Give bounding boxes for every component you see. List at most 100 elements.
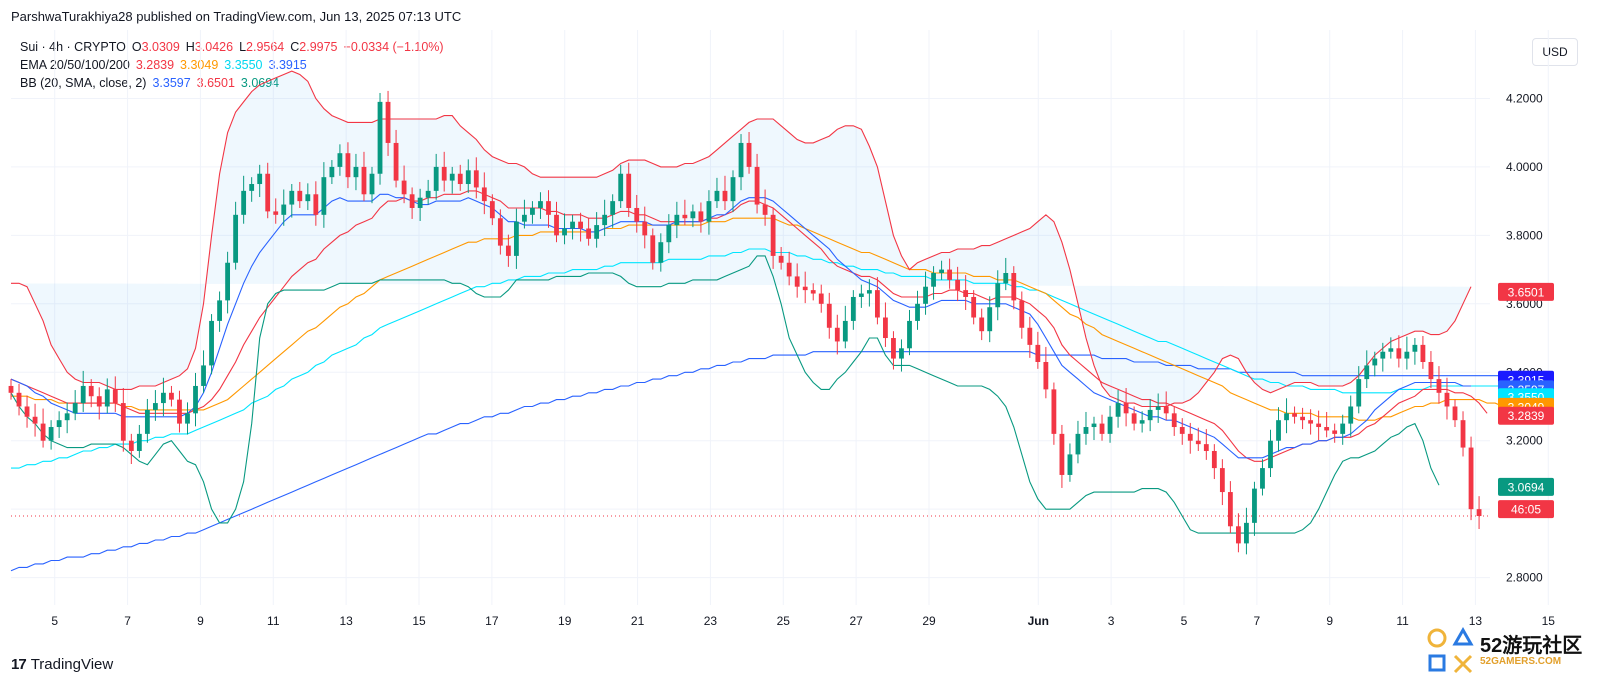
candle-body [738, 142, 744, 178]
candle-body [337, 153, 343, 167]
legend-high: 3.0426 [194, 40, 234, 54]
candle-body [1163, 406, 1169, 414]
candle-body [273, 211, 279, 215]
candle-body [1019, 300, 1025, 328]
candle-body [810, 290, 816, 294]
candle-body [1356, 379, 1362, 407]
legend-low: 2.9564 [246, 40, 285, 54]
badge-current: 46:05 [1511, 503, 1541, 517]
x-tick-label: 25 [777, 614, 791, 628]
tradingview-logo[interactable]: 17 TradingView [11, 656, 113, 673]
candle-body [96, 396, 102, 407]
candle-body [1107, 416, 1113, 434]
x-tick-label: 5 [1181, 614, 1188, 628]
x-tick-label: Jun [1028, 614, 1049, 628]
candle-body [674, 214, 680, 226]
legend-l-label: L [239, 40, 247, 54]
x-tick-label: 11 [267, 614, 280, 628]
candle-body [1452, 406, 1458, 421]
candle-body [1412, 344, 1418, 352]
y-tick-label: 4.0000 [1506, 160, 1543, 174]
candle-body [1404, 351, 1410, 359]
candle-body [225, 262, 231, 301]
legend-bb-lower: 3.0694 [240, 76, 280, 90]
candle-body [497, 218, 503, 246]
candle-body [891, 338, 896, 359]
candle-body [1083, 427, 1089, 434]
candle-body [1227, 492, 1233, 527]
candle-body [1420, 344, 1426, 362]
candle-body [939, 269, 944, 274]
candle-body [1035, 344, 1041, 362]
ema200-line [10, 351, 1504, 572]
candle-body [923, 286, 928, 304]
y-tick-label: 2.8000 [1506, 571, 1543, 585]
candle-body [401, 180, 407, 195]
candle-body [642, 221, 648, 236]
candle-body [1292, 413, 1297, 417]
candle-body [610, 201, 616, 215]
candle-body [369, 173, 375, 195]
bollinger-fill [11, 71, 1471, 407]
legend-ema200: 3.3915 [268, 58, 307, 72]
candle-body [1211, 450, 1217, 469]
candle-body [1115, 403, 1121, 417]
badge-bb-upper-bg [1498, 282, 1554, 301]
candle-body [995, 283, 1001, 308]
legend-bb-label[interactable]: BB (20, SMA, close, 2) [20, 76, 147, 90]
x-tick-label: 23 [704, 614, 718, 628]
bb-upper-line [11, 70, 1472, 408]
indicator-lines [10, 70, 1504, 572]
badge-ema20-bg [1498, 406, 1554, 425]
watermark-subtext: 52GAMERS.COM [1480, 655, 1562, 667]
candle-body [698, 211, 704, 222]
candle-body [409, 194, 415, 208]
candle-body [634, 207, 640, 222]
candle-body [826, 303, 832, 328]
candle-body [1348, 406, 1354, 424]
candle-body [1123, 403, 1129, 414]
candle-body [530, 207, 535, 215]
candle-body [305, 194, 311, 202]
candle-body [329, 166, 335, 178]
y-tick-label: 4.2000 [1506, 91, 1543, 105]
candle-body [1131, 413, 1137, 424]
candle-body [281, 204, 287, 215]
legend-ema-label[interactable]: EMA 20/50/100/200 [20, 58, 130, 72]
candle-body [947, 269, 953, 280]
candle-body [241, 190, 247, 215]
candle-body [465, 170, 471, 185]
candle-body [1260, 468, 1265, 489]
candle-body [433, 166, 439, 191]
x-tick-label: 13 [339, 614, 353, 628]
candle-body [818, 293, 824, 304]
candle-body [714, 190, 720, 202]
candle-body [778, 255, 784, 263]
candle-body [682, 214, 688, 219]
candle-body [1444, 392, 1450, 407]
gamepad-buttons-icon [1427, 626, 1474, 674]
candle-body [80, 385, 86, 404]
candle-body [265, 173, 271, 212]
badge-current-bg [1498, 500, 1554, 519]
legend-symbol[interactable]: Sui · 4h · CRYPTO [20, 40, 126, 54]
candle-body [1308, 420, 1314, 424]
legend-ema100: 3.3550 [224, 58, 263, 72]
y-tick-label: 3.8000 [1506, 228, 1543, 242]
candle-body [417, 197, 423, 208]
candle-body [1428, 361, 1434, 380]
candle-body [32, 416, 38, 424]
candle-body [626, 173, 632, 208]
candle-body [353, 166, 359, 178]
candle-body [385, 101, 391, 143]
tradingview-mark-icon: 17 [11, 656, 27, 673]
candle-body [1364, 365, 1370, 380]
candle-body [1203, 444, 1209, 451]
candle-body [1155, 406, 1161, 410]
candle-body [16, 392, 22, 407]
candle-body [666, 225, 672, 243]
candle-body [457, 173, 463, 185]
candle-body [177, 399, 182, 424]
candle-body [858, 293, 864, 297]
